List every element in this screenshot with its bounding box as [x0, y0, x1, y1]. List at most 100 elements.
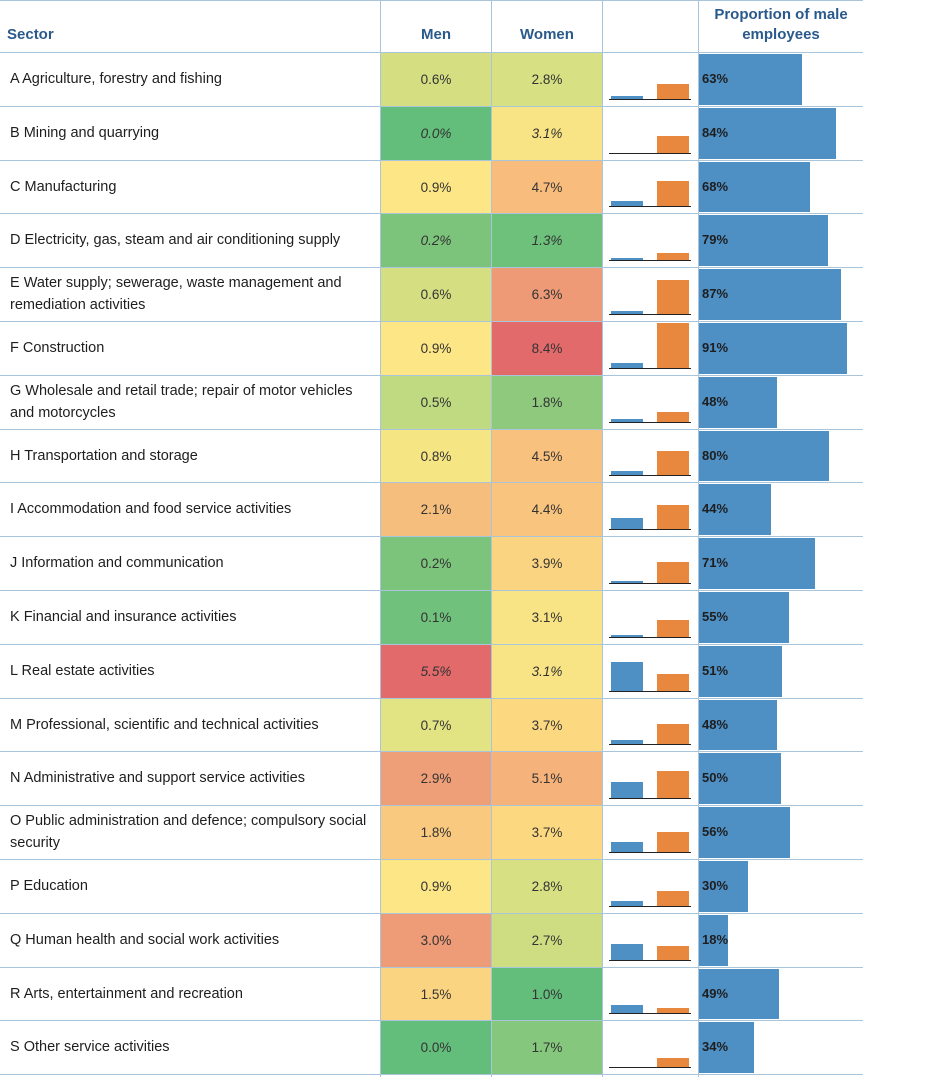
proportion-bar [699, 215, 828, 266]
men-value-cell: 0.6% [381, 268, 491, 321]
spark-women-bar [657, 946, 689, 960]
men-value-cell: 0.9% [381, 860, 491, 913]
proportion-label: 49% [702, 986, 729, 1001]
grid-hline [0, 267, 863, 268]
spark-men-bar [611, 419, 643, 422]
women-value-cell: 8.4% [492, 322, 602, 375]
spark-baseline [609, 260, 691, 261]
proportion-bar [699, 54, 802, 105]
grid-vline [698, 0, 699, 1077]
men-value-cell: 0.2% [381, 537, 491, 590]
spark-baseline [609, 422, 691, 423]
sector-label: I Accommodation and food service activit… [10, 501, 292, 517]
sector-label: K Financial and insurance activities [10, 609, 237, 625]
spark-women-bar [657, 181, 689, 206]
proportion-label: 50% [702, 770, 729, 785]
women-value-cell: 3.7% [492, 699, 602, 751]
proportion-bar [699, 700, 777, 750]
men-value-cell: 1.8% [381, 806, 491, 859]
sector-label: C Manufacturing [10, 178, 117, 195]
proportion-bar [699, 269, 841, 320]
proportion-label: 79% [702, 232, 729, 247]
men-value-cell: 0.2% [381, 214, 491, 267]
proportion-label: 80% [702, 448, 729, 463]
spark-women-bar [657, 674, 689, 691]
spark-baseline [609, 798, 691, 799]
spark-men-bar [611, 96, 643, 99]
grid-hline [0, 536, 863, 537]
sector-label: B Mining and quarrying [10, 125, 160, 141]
spark-women-bar [657, 505, 689, 529]
spark-men-bar [611, 471, 643, 475]
sector-label: D Electricity, gas, steam and air condit… [10, 232, 341, 248]
sector-label: A Agriculture, forestry and fishing [10, 71, 222, 87]
proportion-label: 51% [702, 663, 729, 678]
sector-label: J Information and communication [10, 555, 224, 571]
grid-hline [0, 375, 863, 376]
women-value-cell: 3.7% [492, 806, 602, 859]
grid-hline [0, 859, 863, 860]
spark-baseline [609, 99, 691, 100]
spark-men-bar [611, 662, 643, 691]
spark-baseline [609, 529, 691, 530]
proportion-label: 56% [702, 824, 729, 839]
spark-women-bar [657, 771, 689, 798]
grid-hline [0, 590, 863, 591]
spark-women-bar [657, 832, 689, 852]
women-value-cell: 1.7% [492, 1021, 602, 1074]
spark-women-bar [657, 562, 689, 583]
women-value-cell: 1.0% [492, 968, 602, 1020]
proportion-bar [699, 592, 789, 643]
women-value-cell: 4.4% [492, 483, 602, 536]
spark-men-bar [611, 258, 643, 260]
grid-vline [491, 0, 492, 1077]
spark-baseline [609, 1067, 691, 1068]
spark-women-bar [657, 451, 689, 475]
spark-women-bar [657, 136, 689, 153]
spark-women-bar [657, 891, 689, 906]
women-value-cell: 2.8% [492, 53, 602, 106]
grid-hline [0, 698, 863, 699]
grid-hline [0, 213, 863, 214]
women-value-cell: 1.3% [492, 214, 602, 267]
spark-women-bar [657, 724, 689, 744]
spark-men-bar [611, 1005, 643, 1013]
grid-hline [0, 0, 863, 1]
proportion-label: 91% [702, 340, 729, 355]
proportion-label: 63% [702, 71, 729, 86]
women-value-cell: 5.1% [492, 752, 602, 805]
women-value-cell: 3.9% [492, 537, 602, 590]
spark-men-bar [611, 518, 643, 529]
men-value-cell: 0.9% [381, 161, 491, 213]
proportion-bar [699, 484, 771, 535]
women-value-cell: 3.1% [492, 591, 602, 644]
men-value-cell: 0.9% [381, 322, 491, 375]
spark-men-bar [611, 944, 643, 960]
proportion-label: 71% [702, 555, 729, 570]
proportion-label: 55% [702, 609, 729, 624]
proportion-bar [699, 807, 790, 858]
women-value-cell: 1.8% [492, 376, 602, 429]
spark-women-bar [657, 412, 689, 422]
spark-baseline [609, 153, 691, 154]
proportion-label: 48% [702, 717, 729, 732]
grid-hline [0, 429, 863, 430]
proportion-bar [699, 646, 782, 697]
proportion-label: 44% [702, 501, 729, 516]
sector-label: M Professional, scientific and technical… [10, 716, 319, 733]
spark-baseline [609, 637, 691, 638]
spark-women-bar [657, 1058, 689, 1067]
proportion-bar [699, 431, 829, 481]
header-proportion: Proportion of male employees [714, 6, 848, 43]
grid-hline [0, 106, 863, 107]
spark-men-bar [611, 201, 643, 206]
spark-men-bar [611, 901, 643, 906]
sector-label: F Construction [10, 340, 105, 356]
proportion-label: 87% [702, 286, 729, 301]
grid-hline [0, 1020, 863, 1021]
women-value-cell: 2.7% [492, 914, 602, 967]
men-value-cell: 2.1% [381, 483, 491, 536]
men-value-cell: 0.0% [381, 1021, 491, 1074]
men-value-cell: 0.1% [381, 591, 491, 644]
sector-label: N Administrative and support service act… [10, 770, 305, 786]
